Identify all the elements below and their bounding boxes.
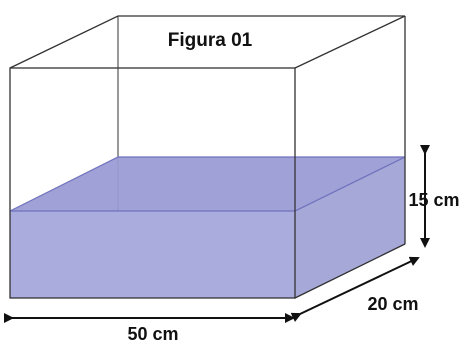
- water-front-face: [9, 210, 296, 299]
- water-volume: [9, 156, 406, 299]
- length-label: 50 cm: [127, 324, 178, 344]
- box-top-edges: [9, 15, 406, 69]
- water-height-label: 15 cm: [408, 190, 459, 210]
- figure-title: Figura 01: [168, 30, 253, 51]
- box-front-face: [9, 67, 296, 299]
- depth-arrow: [290, 256, 420, 322]
- depth-label: 20 cm: [367, 294, 418, 314]
